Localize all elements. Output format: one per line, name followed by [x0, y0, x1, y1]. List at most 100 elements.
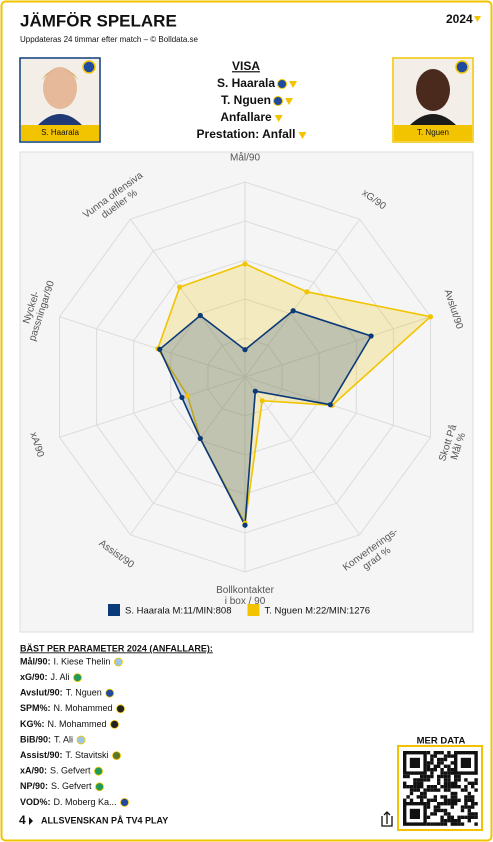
club-badge — [112, 751, 121, 760]
visa-option[interactable]: Prestation: Anfall — [197, 127, 296, 141]
radar-spoke — [59, 376, 246, 438]
qr-cell — [413, 778, 417, 782]
qr-finder-core — [409, 808, 420, 819]
qr-cell — [437, 788, 441, 792]
radar-point — [252, 388, 258, 394]
visa-option[interactable]: Anfallare — [220, 110, 272, 124]
qr-cell — [406, 774, 410, 779]
qr-code[interactable] — [397, 745, 483, 831]
radar-point — [327, 402, 333, 408]
qr-cell — [437, 774, 441, 779]
qr-cell — [450, 798, 454, 802]
qr-cell — [420, 795, 424, 799]
qr-cell — [464, 815, 468, 819]
qr-cell — [443, 819, 448, 823]
qr-cell — [457, 774, 461, 779]
more-data[interactable]: MER DATA — [417, 736, 466, 747]
best-param: Avslut/90: — [20, 688, 63, 698]
best-player: T. Stavitski — [66, 750, 109, 760]
qr-cell — [403, 781, 407, 785]
qr-cell — [450, 805, 454, 809]
qr-cell — [426, 751, 431, 755]
qr-cell — [471, 815, 475, 819]
footer-link[interactable]: ALLSVENSKAN PÅ TV4 PLAY — [41, 815, 168, 825]
qr-cell — [474, 788, 478, 792]
qr-cell — [416, 795, 420, 799]
caret — [285, 98, 293, 105]
qr-cell — [430, 754, 434, 758]
qr-cell — [423, 791, 427, 796]
axis-label-line: Mål/90 — [230, 152, 260, 164]
qr-cell — [467, 805, 471, 809]
best-player: I. Kiese Thelin — [54, 656, 111, 666]
caret — [274, 115, 283, 122]
club-badge — [113, 657, 123, 667]
qr-cell — [420, 774, 424, 779]
qr-cell — [450, 768, 454, 772]
club-badge — [110, 720, 119, 729]
qr-cell — [426, 802, 431, 806]
qr-cell — [403, 774, 407, 779]
qr-cell — [433, 785, 437, 789]
qr-cell — [420, 791, 424, 796]
share-button[interactable] — [381, 811, 393, 827]
qr-cell — [454, 798, 458, 802]
qr-cell — [437, 822, 441, 826]
axis-label-line: i box / 90 — [225, 596, 266, 607]
visa-option[interactable]: T. Nguen — [221, 93, 271, 107]
qr-cell — [440, 822, 444, 826]
qr-cell — [430, 757, 434, 762]
best-player: S. Gefvert — [51, 781, 92, 791]
qr-cell — [403, 785, 407, 789]
qr-cell — [450, 781, 454, 785]
radar-point — [197, 312, 203, 319]
qr-cell — [454, 785, 458, 789]
best-player: N. Mohammed — [54, 703, 113, 713]
qr-cell — [443, 795, 448, 799]
qr-cell — [440, 795, 444, 799]
qr-cell — [416, 778, 420, 782]
qr-cell — [426, 785, 431, 789]
radar-point — [242, 261, 248, 267]
qr-cell — [450, 819, 454, 823]
qr-cell — [447, 819, 451, 823]
radar-spoke — [244, 376, 361, 536]
qr-cell — [420, 798, 424, 802]
radar-point — [427, 314, 434, 320]
qr-cell — [426, 815, 431, 819]
best-param: NP/90: — [20, 781, 48, 791]
radar-point — [184, 393, 191, 399]
qr-cell — [464, 798, 468, 802]
visa-option[interactable]: S. Haarala — [217, 76, 275, 90]
qr-cell — [423, 778, 427, 782]
qr-cell — [471, 798, 475, 802]
qr-cell — [467, 795, 471, 799]
qr-cell — [450, 771, 454, 775]
qr-cell — [447, 774, 451, 779]
qr-cell — [447, 802, 451, 806]
qr-cell — [447, 764, 451, 768]
qr-cell — [440, 808, 444, 813]
qr-cell — [454, 778, 458, 782]
qr-cell — [409, 798, 414, 802]
qr-cell — [467, 781, 471, 785]
qr-cell — [440, 815, 444, 819]
qr-cell — [450, 822, 454, 826]
qr-cell — [443, 778, 448, 782]
qr-cell — [433, 795, 437, 799]
qr-cell — [454, 791, 458, 796]
season-select[interactable]: 2024 — [446, 12, 473, 26]
best-player: N. Mohammed — [48, 719, 107, 729]
qr-cell — [440, 757, 444, 762]
qr-cell — [426, 778, 431, 782]
qr-cell — [437, 778, 441, 782]
qr-cell — [471, 795, 475, 799]
radar-point — [157, 346, 163, 352]
best-param: Mål/90: — [20, 656, 51, 666]
qr-cell — [433, 764, 437, 768]
qr-cell — [464, 788, 468, 792]
radar-spoke — [244, 316, 431, 378]
qr-finder — [454, 751, 478, 775]
radar-point — [197, 435, 203, 442]
